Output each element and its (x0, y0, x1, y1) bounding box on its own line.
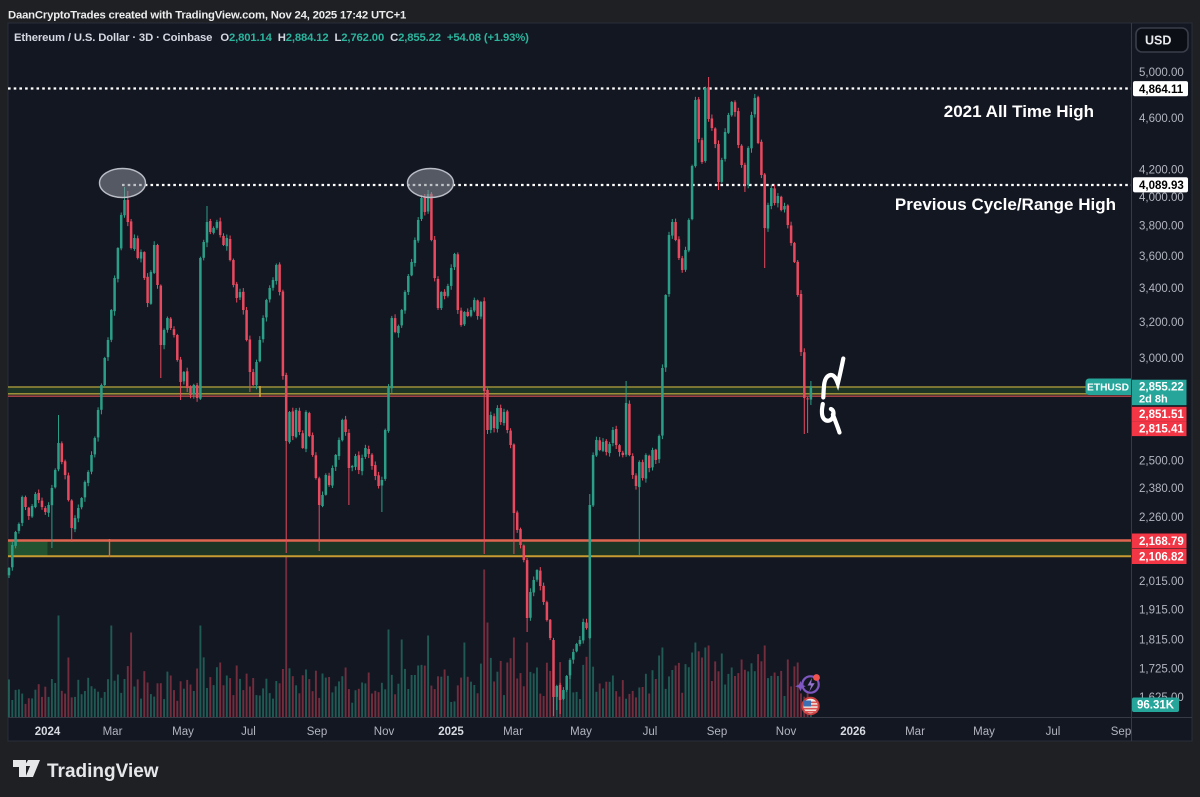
svg-text:TradingView: TradingView (47, 761, 159, 782)
svg-text:4,200.00: 4,200.00 (1139, 165, 1184, 177)
svg-text:USD: USD (1145, 34, 1171, 48)
svg-text:ETHUSD: ETHUSD (1087, 383, 1129, 394)
svg-text:2,260.00: 2,260.00 (1139, 512, 1184, 524)
svg-text:2,168.79: 2,168.79 (1139, 536, 1184, 548)
svg-text:3,200.00: 3,200.00 (1139, 317, 1184, 329)
svg-text:Mar: Mar (503, 726, 523, 738)
svg-text:Ethereum / U.S. Dollar · 3D ·: Ethereum / U.S. Dollar · 3D · Coinbase O2… (14, 32, 529, 44)
svg-text:May: May (570, 726, 592, 738)
svg-text:2,015.00: 2,015.00 (1139, 576, 1184, 588)
svg-text:2,500.00: 2,500.00 (1139, 455, 1184, 467)
svg-text:Nov: Nov (776, 726, 797, 738)
svg-text:2021 All Time High: 2021 All Time High (944, 102, 1094, 121)
svg-text:3,400.00: 3,400.00 (1139, 283, 1184, 295)
svg-text:5,000.00: 5,000.00 (1139, 67, 1184, 79)
svg-text:3,600.00: 3,600.00 (1139, 251, 1184, 263)
svg-text:Mar: Mar (103, 726, 123, 738)
svg-text:4,000.00: 4,000.00 (1139, 192, 1184, 204)
svg-text:4,600.00: 4,600.00 (1139, 113, 1184, 125)
svg-text:2026: 2026 (840, 726, 866, 738)
svg-text:2,815.41: 2,815.41 (1139, 424, 1184, 436)
svg-text:1,725.00: 1,725.00 (1139, 663, 1184, 675)
svg-text:96.31K: 96.31K (1137, 700, 1175, 712)
svg-text:1,815.00: 1,815.00 (1139, 635, 1184, 647)
svg-text:2,855.22: 2,855.22 (1139, 382, 1184, 394)
svg-text:May: May (973, 726, 995, 738)
svg-text:3,800.00: 3,800.00 (1139, 221, 1184, 233)
svg-text:2,380.00: 2,380.00 (1139, 483, 1184, 495)
svg-text:2025: 2025 (438, 726, 464, 738)
svg-text:May: May (172, 726, 194, 738)
svg-text:Jul: Jul (1046, 726, 1061, 738)
svg-text:2d 8h: 2d 8h (1139, 394, 1168, 406)
svg-text:Sep: Sep (1111, 726, 1131, 738)
svg-text:Jul: Jul (643, 726, 658, 738)
svg-text:2,106.82: 2,106.82 (1139, 551, 1184, 563)
svg-text:1,915.00: 1,915.00 (1139, 605, 1184, 617)
svg-text:Sep: Sep (707, 726, 727, 738)
svg-text:4,864.11: 4,864.11 (1139, 84, 1184, 96)
svg-text:DaanCryptoTrades created with: DaanCryptoTrades created with TradingVie… (8, 10, 406, 22)
svg-text:Jul: Jul (241, 726, 256, 738)
svg-text:Mar: Mar (905, 726, 925, 738)
svg-text:2,851.51: 2,851.51 (1139, 409, 1184, 421)
svg-text:2024: 2024 (35, 726, 61, 738)
svg-text:3,000.00: 3,000.00 (1139, 353, 1184, 365)
svg-text:Sep: Sep (307, 726, 327, 738)
svg-text:Previous Cycle/Range High: Previous Cycle/Range High (895, 195, 1116, 214)
svg-text:Nov: Nov (374, 726, 395, 738)
svg-text:4,089.93: 4,089.93 (1139, 180, 1184, 192)
